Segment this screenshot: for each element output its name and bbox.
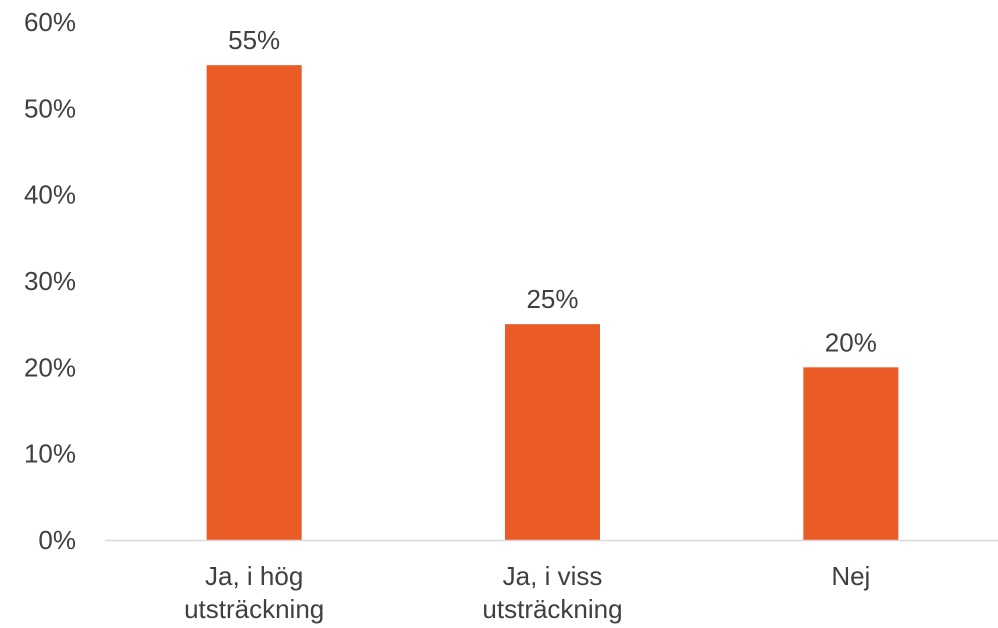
x-tick-label: Ja, i viss — [503, 561, 603, 591]
x-tick-label: Nej — [831, 561, 870, 591]
y-tick-label: 30% — [24, 266, 76, 296]
y-axis-ticks: 0% 10% 20% 30% 40% 50% 60% — [24, 7, 76, 555]
y-tick-label: 10% — [24, 439, 76, 469]
bar — [803, 367, 899, 540]
data-labels: 55% 25% 20% — [228, 25, 877, 357]
bars — [206, 65, 899, 541]
bar — [505, 324, 600, 540]
x-tick-label: utsträckning — [184, 594, 324, 624]
y-tick-label: 0% — [38, 525, 76, 555]
bar — [206, 65, 302, 541]
y-tick-label: 60% — [24, 7, 76, 37]
data-label: 25% — [526, 284, 578, 314]
y-tick-label: 40% — [24, 180, 76, 210]
x-tick-label: Ja, i hög — [205, 561, 303, 591]
x-tick-label: utsträckning — [482, 594, 622, 624]
data-label: 55% — [228, 25, 280, 55]
y-tick-label: 20% — [24, 352, 76, 382]
data-label: 20% — [825, 327, 877, 357]
y-tick-label: 50% — [24, 93, 76, 123]
